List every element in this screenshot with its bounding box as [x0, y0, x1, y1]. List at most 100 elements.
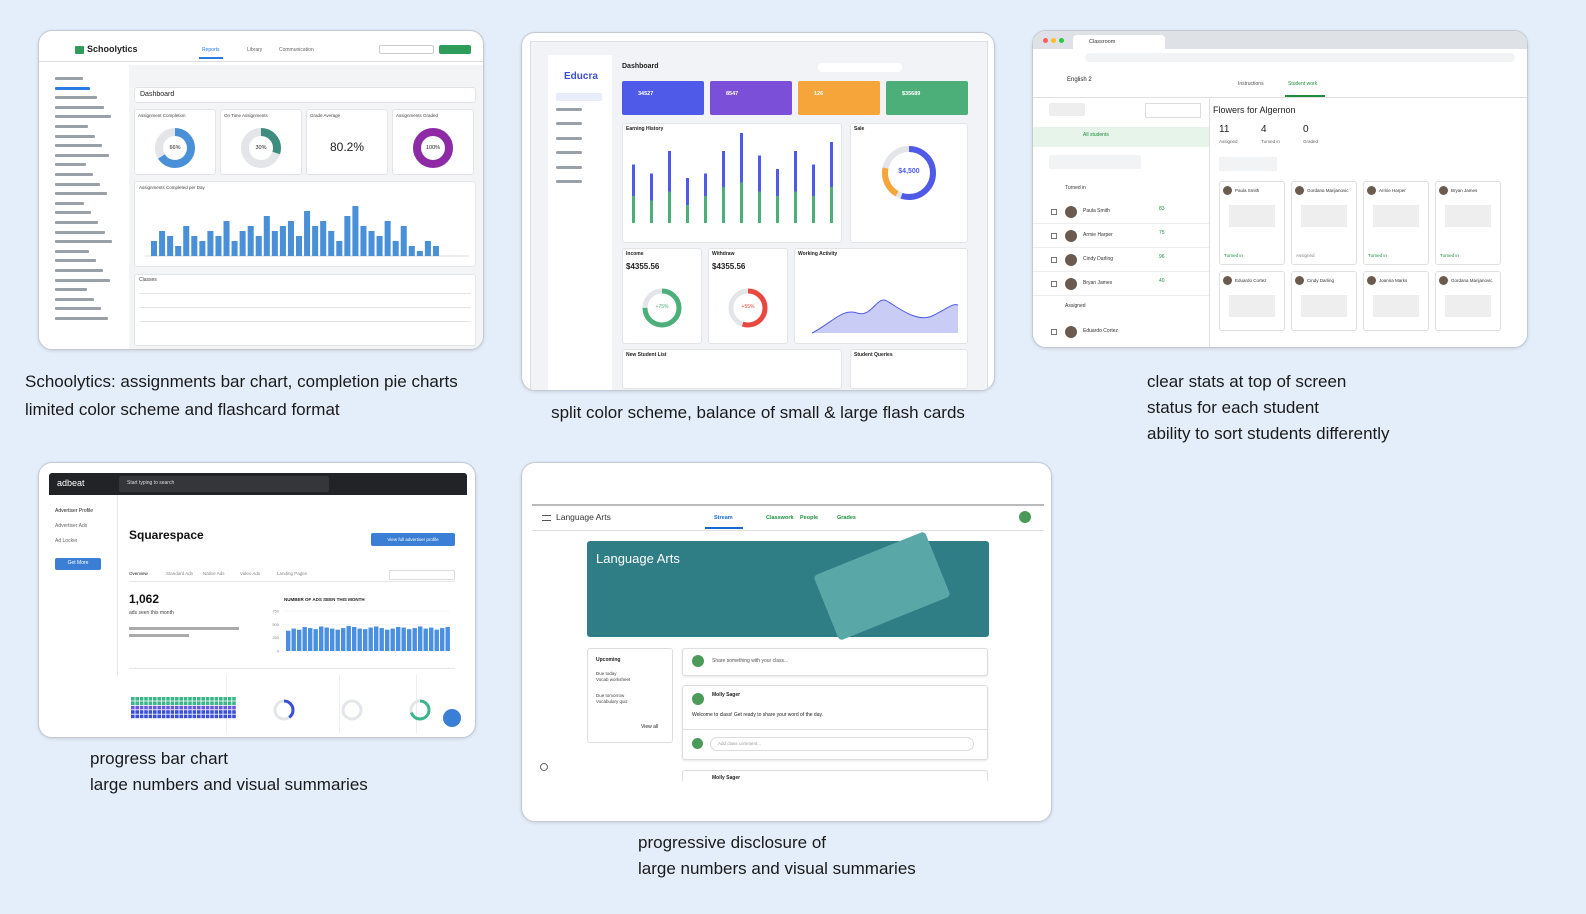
class-name: English 2: [1067, 77, 1092, 83]
post-box: [682, 685, 988, 760]
share-prompt: Share something with your class...: [712, 658, 789, 664]
avatar: [1223, 276, 1232, 285]
stat-label: Graded: [1303, 139, 1319, 144]
dropdown: [1145, 103, 1201, 118]
stat-value: 100%: [425, 145, 441, 151]
grid-cell: [201, 697, 205, 701]
grid-cell: [139, 701, 144, 705]
sidebar-item: [55, 259, 96, 263]
caption: large numbers and visual summaries: [90, 775, 368, 794]
profile-button: [371, 533, 455, 546]
grid-cell: [135, 714, 139, 719]
table-row: [139, 307, 471, 308]
withdraw-pct: +55%: [741, 304, 755, 310]
button: [439, 45, 471, 54]
bar: [445, 627, 450, 651]
avatar: [1223, 186, 1232, 195]
due: Vocab worksheet: [596, 677, 631, 682]
tab-line: [129, 581, 455, 582]
y-tick-label: 0: [277, 649, 280, 654]
grid-cell: [157, 701, 161, 705]
sidebar-item: [55, 192, 107, 196]
panel: [622, 349, 842, 389]
panel: [306, 109, 388, 175]
income: $4355.56: [626, 262, 660, 271]
bar: [352, 627, 357, 651]
sidebar-item: [556, 151, 582, 154]
bar: [199, 241, 206, 256]
tile-value: $35689: [902, 91, 921, 97]
bar: [360, 226, 367, 256]
nav-tab: Reports: [202, 47, 220, 53]
avatar: [1065, 230, 1077, 242]
bar: [287, 221, 294, 256]
caption: progressive disclosure of: [638, 833, 827, 852]
stat-number: 11: [1219, 124, 1230, 135]
row-line: [1033, 247, 1209, 248]
sidebar-item: [55, 278, 110, 282]
sidebar-divider: [117, 495, 118, 675]
grid-cell: [192, 710, 197, 714]
sidebar-item: [55, 307, 101, 311]
bottom-fade: [672, 781, 1002, 821]
grid-cell: [153, 701, 157, 705]
sidebar-item: [556, 93, 602, 101]
grid-cell: [131, 710, 135, 714]
bar: [392, 241, 399, 256]
assignment: Flowers for Algernon: [1213, 105, 1296, 115]
group: Assigned: [1065, 303, 1086, 309]
bar: [319, 626, 324, 651]
stat-value: 66%: [169, 145, 181, 151]
grid-cell: [223, 697, 227, 701]
table-title: Classes: [139, 277, 157, 283]
grid-cell: [139, 714, 144, 719]
bar: [440, 628, 445, 651]
screenshot-card: Educra Dashboard 34527 8547 126 $35689 Earning…: [521, 32, 995, 391]
grid-cell: [205, 714, 210, 719]
author: Molly Sager: [712, 692, 741, 698]
attachment: [1373, 205, 1419, 227]
stat-label: Turned in: [1261, 139, 1280, 144]
stat-title: Grade Average: [310, 113, 341, 118]
sidebar: [548, 55, 612, 390]
student-card: [1363, 181, 1429, 265]
stat-tile: [798, 81, 880, 115]
bar: [412, 628, 417, 651]
checkbox: [1051, 209, 1057, 215]
post-text: Welcome to class! Get ready to share you…: [692, 712, 823, 718]
grid-cell: [148, 705, 153, 710]
bar-green: [722, 187, 725, 223]
grid-cell: [227, 710, 232, 714]
window-dot: [1043, 38, 1048, 43]
grid-cell: [223, 714, 227, 719]
bar: [320, 221, 327, 256]
tab: Overview: [129, 571, 148, 576]
sidebar-item: [556, 180, 582, 183]
card-name: Gordana Marijanovic: [1307, 188, 1349, 193]
sidebar-item: [55, 211, 91, 215]
bar: [418, 626, 423, 651]
grid-cell: [131, 697, 135, 701]
grid-cell: [192, 714, 197, 719]
bar: [368, 627, 373, 651]
grid-cell: [175, 705, 179, 710]
bar: [408, 246, 415, 256]
stat-tile: [710, 81, 792, 115]
attachment: [1445, 295, 1491, 317]
grid-cell: [166, 710, 170, 714]
sidebar-item: [55, 144, 102, 148]
window-dot: [1059, 38, 1064, 43]
divider: [39, 61, 483, 62]
sidebar-item: [55, 105, 104, 109]
bar-blue: [632, 164, 635, 196]
student: Bryan James: [1083, 280, 1113, 286]
grid-cell: [183, 697, 188, 701]
tab: Standard Ads: [166, 571, 194, 576]
caption: limited color scheme and flashcard forma…: [25, 400, 340, 419]
screenshot-card: adbeat Start typing to search Advertiser P…: [38, 462, 476, 738]
advertiser: Squarespace: [129, 528, 204, 542]
grid-cell: [214, 697, 219, 701]
grid-cell: [170, 714, 175, 719]
bar-blue: [758, 155, 761, 192]
grid-cell: [201, 710, 205, 714]
